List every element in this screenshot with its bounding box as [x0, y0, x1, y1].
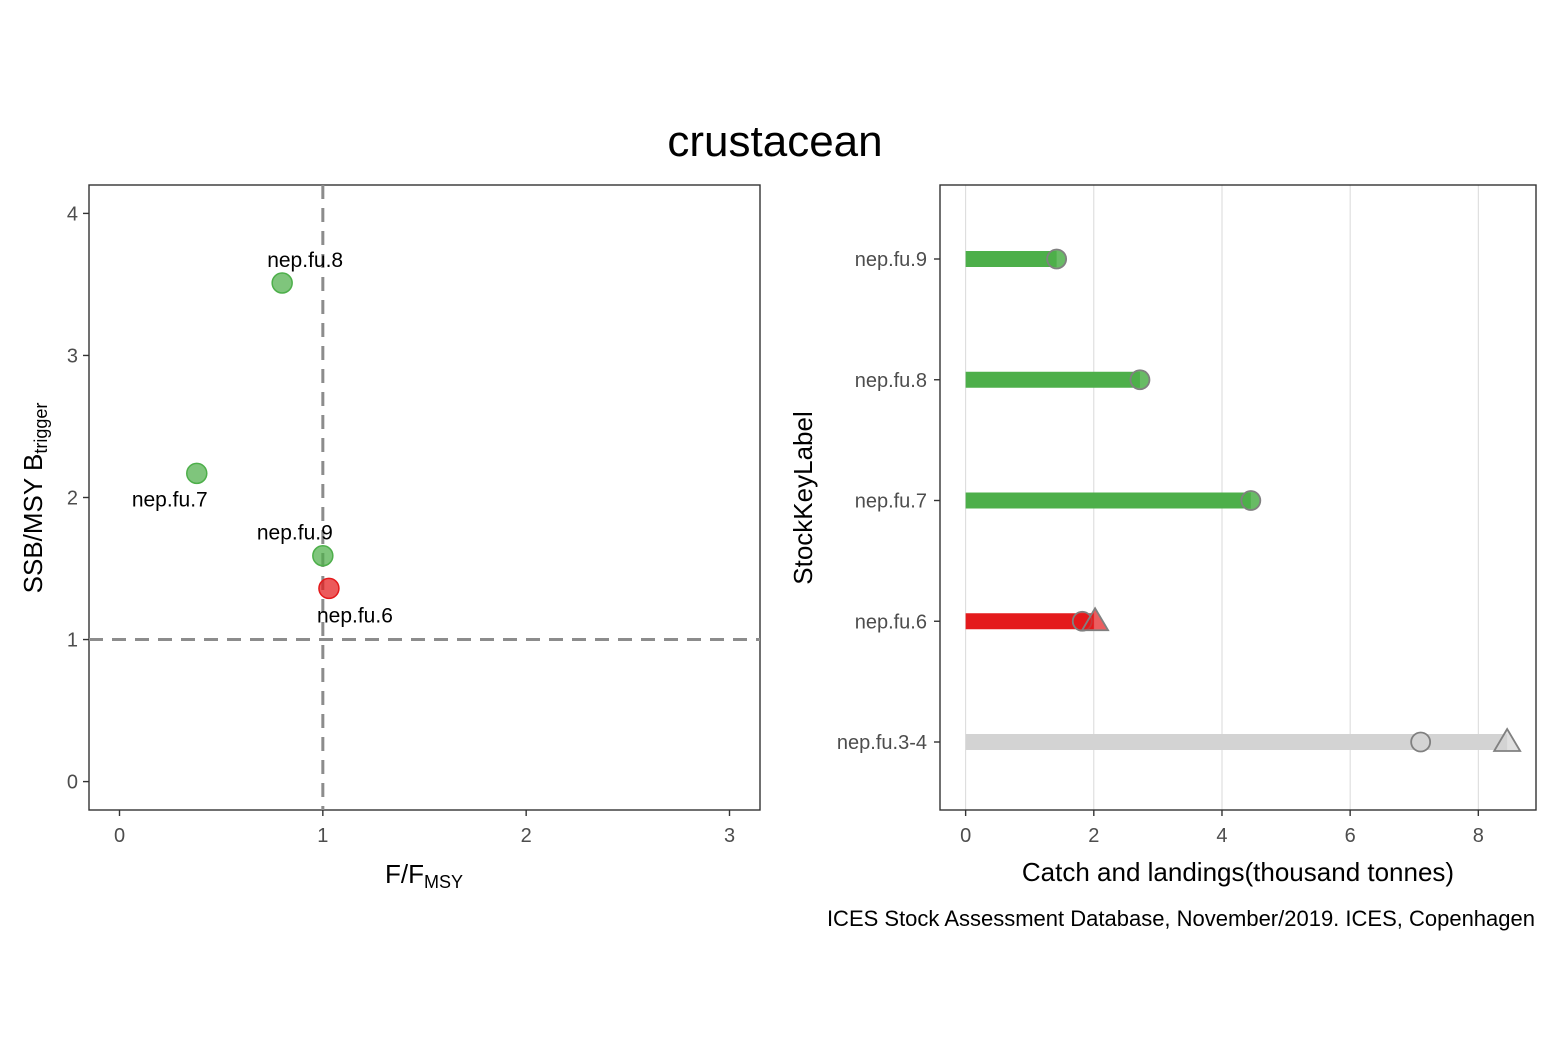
y-tick-label: 2: [67, 488, 78, 510]
catch-bar: [965, 613, 1094, 630]
source-caption: ICES Stock Assessment Database, November…: [827, 906, 1535, 931]
x-axis-ticks: 0 2 4 6 8: [960, 810, 1484, 847]
landings-marker: [1240, 490, 1262, 511]
y-tick-label: 3: [67, 345, 78, 367]
stock-label: nep.fu.8: [855, 370, 927, 392]
x-tick-label: 0: [960, 825, 971, 847]
catch-plot-border: [939, 184, 1537, 811]
x-axis-title: Catch and landings(thousand tonnes): [1022, 857, 1454, 887]
catch-bar: [965, 371, 1140, 388]
catch-bar: [965, 251, 1057, 267]
x-tick-label: 2: [1088, 825, 1099, 847]
x-axis-ticks: 0 1 2 3: [114, 810, 735, 847]
y-axis-title: SSB/MSY Btrigger: [18, 403, 51, 594]
x-tick-label: 0: [114, 825, 125, 847]
y-tick-label: 4: [67, 203, 78, 225]
stock-label: nep.fu.6: [855, 611, 927, 633]
catch-marker: [1492, 727, 1522, 752]
reference-lines: [89, 185, 760, 810]
stock-label: nep.fu.3-4: [837, 732, 927, 754]
x-axis-title: F/FMSY: [385, 859, 463, 892]
catch-bar: [965, 734, 1508, 750]
x-tick-label: 3: [724, 825, 735, 847]
stock-point-label: nep.fu.8: [267, 249, 343, 272]
figure-title: crustacean: [667, 117, 882, 166]
landings-marker: [1129, 369, 1151, 391]
y-axis-title: StockKeyLabel: [788, 411, 818, 584]
catch-marker: [1080, 606, 1110, 632]
x-tick-label: 1: [317, 825, 328, 847]
x-tick-label: 8: [1473, 825, 1484, 847]
catch-bar: [965, 492, 1251, 509]
stock-point-label: nep.fu.7: [132, 488, 208, 511]
stock-points: nep.fu.8 nep.fu.7 nep.fu.9 nep.fu.6: [132, 249, 393, 627]
y-tick-label: 1: [67, 630, 78, 652]
landings-marker: [1046, 248, 1068, 270]
y-axis-ticks: nep.fu.9 nep.fu.8 nep.fu.7 nep.fu.6 nep.fu.3…: [837, 249, 940, 754]
x-tick-label: 4: [1216, 825, 1227, 847]
y-tick-label: 0: [67, 772, 78, 794]
stock-point: [318, 577, 340, 600]
stock-point-label: nep.fu.9: [257, 522, 333, 545]
catch-bars: [965, 248, 1522, 753]
x-tick-label: 6: [1345, 825, 1356, 847]
stock-point: [186, 462, 208, 485]
stock-point: [271, 272, 293, 294]
stock-label: nep.fu.7: [855, 491, 927, 513]
y-axis-ticks: 0 1 2 3 4: [67, 203, 89, 794]
stock-label: nep.fu.9: [855, 249, 927, 271]
x-tick-label: 2: [521, 825, 532, 847]
landings-marker: [1410, 731, 1432, 753]
stock-point-label: nep.fu.6: [317, 604, 393, 627]
stock-point: [312, 544, 334, 567]
kobe-plot-border: [88, 184, 761, 811]
